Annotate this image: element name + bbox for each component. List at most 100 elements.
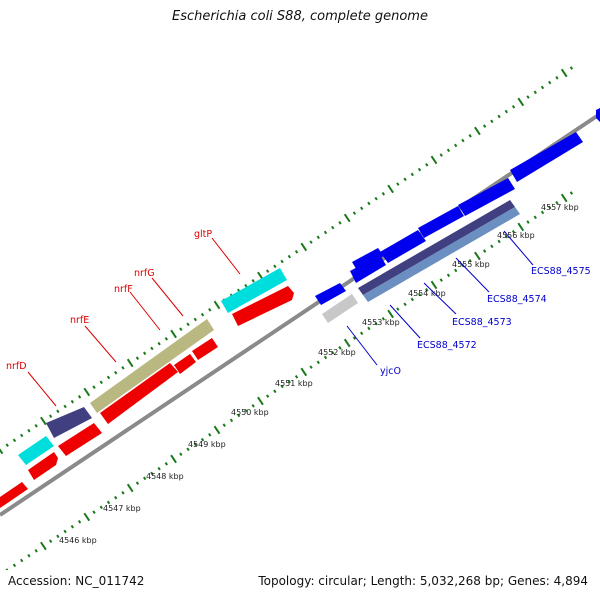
tick-label: 4556 kbp <box>497 231 535 240</box>
tick-mark <box>490 244 494 249</box>
tick-label: 4550 kbp <box>231 408 269 417</box>
tick-mark <box>170 329 177 339</box>
genome-summary: Topology: circular; Length: 5,032,268 bp… <box>258 574 588 588</box>
tick-mark <box>186 447 190 452</box>
gene-label-nrfF: nrfF <box>114 284 133 295</box>
tick-mark <box>396 307 400 311</box>
label-leader-line <box>346 325 378 366</box>
tick-mark <box>244 408 248 413</box>
tick-mark <box>517 97 525 107</box>
gene-label-nrfE: nrfE <box>70 315 89 326</box>
label-leader-line <box>423 282 457 315</box>
tick-mark <box>497 114 501 119</box>
gene-label-gltP: gltP <box>194 229 212 240</box>
tick-mark <box>200 437 205 442</box>
tick-mark <box>331 350 335 355</box>
tick-mark <box>164 337 169 341</box>
gene-feature <box>358 200 515 295</box>
gene-label-ECS88-4573: ECS88_4573 <box>452 317 512 328</box>
tick-mark <box>193 317 197 322</box>
tick-mark <box>200 312 205 317</box>
tick-mark <box>56 534 60 539</box>
tick-mark <box>439 278 443 282</box>
tick-mark <box>179 327 183 331</box>
tick-mark <box>273 264 277 269</box>
tick-label: 4555 kbp <box>452 260 490 269</box>
tick-mark <box>569 191 574 195</box>
tick-mark <box>193 442 197 447</box>
gene-feature <box>46 407 92 438</box>
tick-mark <box>548 205 552 210</box>
tick-mark <box>526 220 530 224</box>
tick-mark <box>70 524 75 529</box>
tick-mark <box>48 414 53 418</box>
tick-mark <box>12 438 17 443</box>
tick-mark <box>323 230 328 235</box>
gene-label-nrfG: nrfG <box>134 268 155 279</box>
tick-mark <box>40 416 47 426</box>
gene-feature <box>352 248 384 272</box>
tick-mark <box>367 201 371 206</box>
tick-mark <box>121 366 125 370</box>
backbone-line <box>0 112 600 517</box>
tick-mark <box>56 409 60 414</box>
tick-mark <box>482 124 487 128</box>
tick-mark <box>461 138 465 143</box>
tick-mark <box>27 553 31 558</box>
gene-feature <box>58 423 102 456</box>
tick-mark <box>430 155 438 165</box>
tick-mark <box>560 193 568 203</box>
tick-label: 4549 kbp <box>188 440 226 449</box>
gene-label-ECS88-4574: ECS88_4574 <box>487 294 547 305</box>
gene-feature <box>221 268 287 313</box>
gene-feature <box>458 178 515 216</box>
tick-mark <box>352 336 357 340</box>
gene-feature <box>380 230 426 263</box>
gene-count-label: Genes: 4,894 <box>507 574 588 588</box>
tick-mark <box>446 148 451 153</box>
gene-label-ECS88-4572: ECS88_4572 <box>417 340 477 351</box>
tick-mark <box>359 206 364 211</box>
tick-mark <box>135 481 140 485</box>
tick-mark <box>63 529 67 534</box>
gene-labels: nrfD nrfE nrfF nrfG gltP yjcO ECS88_4572… <box>6 229 591 407</box>
label-leader-line <box>129 291 161 331</box>
tick-mark <box>300 242 308 252</box>
tick-mark <box>367 326 371 331</box>
tick-mark <box>511 229 516 234</box>
tick-mark <box>237 413 241 418</box>
tick-mark <box>511 104 516 109</box>
label-leader-line <box>455 257 490 293</box>
gene-feature <box>418 206 464 238</box>
tick-mark <box>323 355 328 360</box>
tick-mark <box>316 360 320 365</box>
tick-mark <box>387 184 394 194</box>
label-leader-line <box>84 325 117 363</box>
tick-mark <box>359 331 364 336</box>
tick-mark <box>265 394 270 398</box>
tick-mark <box>142 351 147 356</box>
tick-mark <box>5 568 9 570</box>
tick-mark <box>83 512 91 522</box>
tick-mark <box>12 563 17 568</box>
tick-mark <box>417 167 422 172</box>
tick-mark <box>142 476 147 481</box>
tick-mark <box>179 452 183 456</box>
tick-mark <box>287 254 291 259</box>
tick-mark <box>0 448 4 455</box>
tick-mark <box>338 220 342 225</box>
tick-labels: 4546 kbp 4547 kbp 4548 kbp 4549 kbp 4550… <box>59 203 579 545</box>
tick-mark <box>331 225 335 230</box>
tick-label: 4552 kbp <box>318 348 356 357</box>
tick-mark <box>294 249 299 254</box>
gene-feature <box>90 319 214 413</box>
label-leader-line <box>503 230 534 266</box>
tick-mark <box>374 196 378 201</box>
accession-label: Accession: NC_011742 <box>8 574 145 588</box>
tick-mark <box>208 433 212 437</box>
tick-mark <box>92 510 96 514</box>
tick-mark <box>99 505 103 510</box>
tick-mark <box>251 278 255 283</box>
label-leader-line <box>151 277 184 317</box>
